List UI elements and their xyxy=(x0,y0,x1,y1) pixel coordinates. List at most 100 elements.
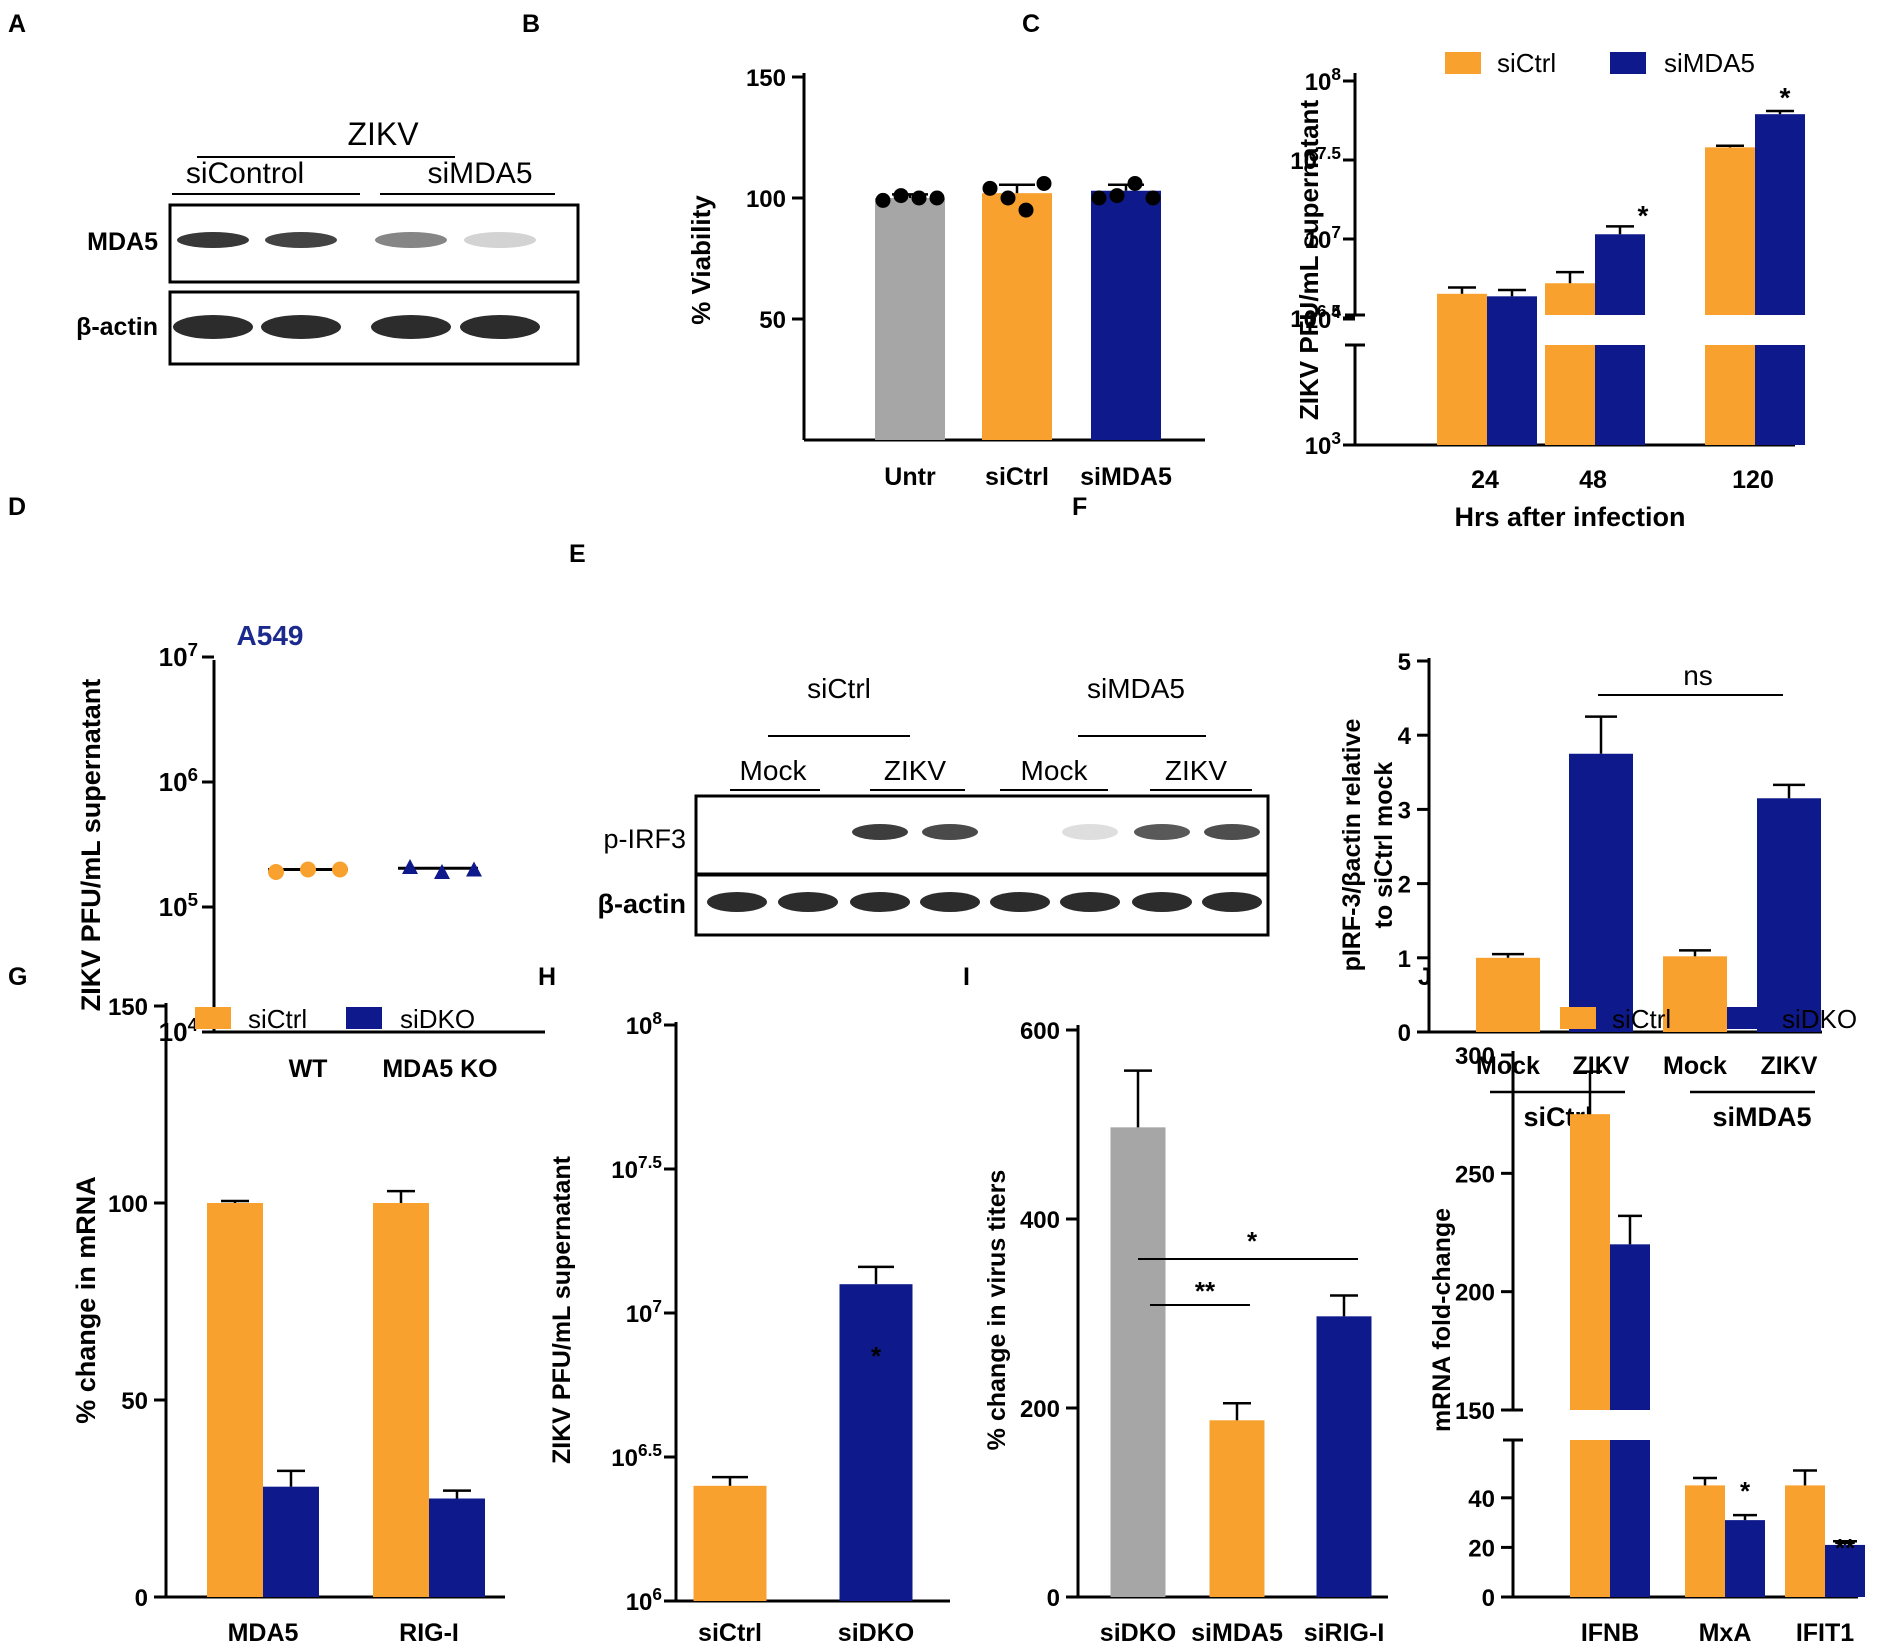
bar-f-Mock xyxy=(1476,957,1540,1032)
axis-h-category: siCtrl xyxy=(698,1619,762,1646)
axis-f-category: ZIKV xyxy=(1573,1052,1630,1080)
blot-e-row-label: β-actin xyxy=(598,889,687,919)
point-b xyxy=(1145,190,1161,206)
axis-f-group: siMDA5 xyxy=(1712,1102,1811,1132)
panel-letter-G: G xyxy=(8,963,27,991)
axis-i-tick-label: 0 xyxy=(1047,1585,1060,1612)
axis-c-category: 120 xyxy=(1732,466,1774,494)
bar-i-siMDA5 xyxy=(1209,1420,1265,1597)
legend-j-label: siDKO xyxy=(1782,1004,1857,1034)
axis-c-xlabel: Hrs after infection xyxy=(1454,502,1685,532)
legend-g-label: siCtrl xyxy=(248,1004,307,1034)
panel-letter-I: I xyxy=(963,963,970,991)
point-b xyxy=(1109,188,1125,204)
point-b xyxy=(982,180,998,196)
axis-g-tick-label: 50 xyxy=(121,1388,148,1415)
axis-c-tick-label: 107.5 xyxy=(1290,143,1341,175)
legend-j-label: siCtrl xyxy=(1612,1004,1671,1034)
bar-b-Untr xyxy=(875,198,945,440)
bar-j-siDKO xyxy=(1725,1520,1765,1597)
bar-c-siCtrl xyxy=(1437,293,1487,445)
axis-d-tick-label: 106 xyxy=(159,764,198,797)
bar-j-siDKO-lower xyxy=(1610,1440,1650,1597)
axis-j-tick-label: 200 xyxy=(1455,1280,1495,1307)
point-d-wt xyxy=(300,861,316,878)
annotation-f: ns xyxy=(1683,660,1713,691)
panel-letter-B: B xyxy=(522,10,540,38)
blot-e-subgroup-label: ZIKV xyxy=(884,755,947,786)
bar-j-siCtrl xyxy=(1685,1485,1725,1597)
axis-h-tick-label: 108 xyxy=(626,1008,663,1040)
axis-b-category: Untr xyxy=(884,463,936,491)
bar-c-siMDA5 xyxy=(1487,296,1537,445)
blot-e-group-label: siMDA5 xyxy=(1087,673,1185,704)
bar-i-siDKO xyxy=(1110,1127,1166,1597)
blot-e-band-actin xyxy=(990,892,1050,912)
point-d-ko xyxy=(434,864,450,879)
blot-a-header: ZIKV xyxy=(347,116,419,152)
bar-c-siMDA5-lower xyxy=(1595,345,1645,445)
bar-j-siCtrl xyxy=(1785,1485,1825,1597)
axis-g-category: RIG-I xyxy=(399,1619,459,1646)
bar-i-siRIG-I xyxy=(1316,1316,1372,1597)
annotation-j: * xyxy=(1740,1476,1751,1506)
point-d-wt xyxy=(268,864,284,880)
blot-a-band-mda5 xyxy=(464,232,536,248)
panel-letter-A: A xyxy=(8,10,26,38)
blot-e-subgroup-label: Mock xyxy=(740,755,808,786)
axis-j-category: IFNB xyxy=(1581,1619,1639,1646)
blot-a-band-actin xyxy=(261,315,341,339)
axis-d-tick-label: 105 xyxy=(159,889,198,922)
blot-a-band-mda5 xyxy=(177,232,249,248)
point-d-wt xyxy=(332,861,348,878)
point-d-ko xyxy=(402,859,418,874)
axis-d-tick-label: 107 xyxy=(159,639,198,672)
bar-c-siCtrl-lower xyxy=(1705,345,1755,445)
blot-e-band-actin xyxy=(850,892,910,912)
blot-e-band-pirf3 xyxy=(922,824,978,840)
bar-g-siDKO xyxy=(263,1486,319,1597)
axis-c-tick-label: 104 xyxy=(1305,302,1342,334)
panel-letter-F: F xyxy=(1072,493,1087,521)
point-b xyxy=(1018,202,1034,218)
point-b xyxy=(875,192,891,208)
panel-letter-E: E xyxy=(569,540,586,568)
axis-g-tick-label: 100 xyxy=(108,1191,148,1218)
legend-c-swatch-sictrl xyxy=(1445,52,1481,74)
axis-b-category: siMDA5 xyxy=(1080,463,1172,491)
axis-g-tick-label: 150 xyxy=(108,994,148,1021)
blot-e-group-label: siCtrl xyxy=(807,673,871,704)
axis-h-ylabel: ZIKV PFU/mL supernatant xyxy=(548,1155,576,1464)
blot-a-group-label: siControl xyxy=(186,157,304,190)
legend-g-swatch-sidko xyxy=(346,1007,382,1029)
blot-a-band-actin xyxy=(371,315,451,339)
axis-d-category: WT xyxy=(289,1055,328,1083)
axis-f-category: Mock xyxy=(1476,1052,1540,1080)
axis-j-tick-label: 20 xyxy=(1468,1535,1495,1562)
blot-e-band-pirf3 xyxy=(1062,824,1118,840)
panel-letter-H: H xyxy=(538,963,556,991)
bar-b-siCtrl xyxy=(982,193,1052,440)
axis-d-ylabel: ZIKV PFU/mL supernatant xyxy=(76,679,106,1012)
bar-g-siCtrl xyxy=(373,1203,429,1597)
axis-i-category: siMDA5 xyxy=(1191,1619,1283,1646)
blot-e-subgroup-label: ZIKV xyxy=(1165,755,1228,786)
axis-b-tick-label: 150 xyxy=(746,65,786,92)
blot-e-subgroup-label: Mock xyxy=(1021,755,1089,786)
bar-f-Mock xyxy=(1663,956,1727,1032)
point-b xyxy=(893,188,909,204)
axis-j-tick-label: 300 xyxy=(1455,1043,1495,1070)
point-d-ko xyxy=(466,861,482,877)
axis-g-category: MDA5 xyxy=(228,1619,299,1646)
axis-d-category: MDA5 KO xyxy=(382,1055,497,1083)
legend-j-swatch-sidko xyxy=(1727,1007,1763,1029)
bar-b-siMDA5 xyxy=(1091,190,1161,440)
blot-a-band-actin xyxy=(173,315,253,339)
axis-h-tick-label: 106.5 xyxy=(611,1440,662,1472)
blot-e-band-actin xyxy=(1202,892,1262,912)
bar-j-siCtrl-lower xyxy=(1570,1440,1610,1597)
axis-g-ylabel: % change in mRNA xyxy=(71,1176,101,1424)
point-b xyxy=(1000,190,1016,206)
axis-h-tick-label: 107 xyxy=(626,1296,662,1328)
bar-c-siCtrl-lower xyxy=(1545,345,1595,445)
